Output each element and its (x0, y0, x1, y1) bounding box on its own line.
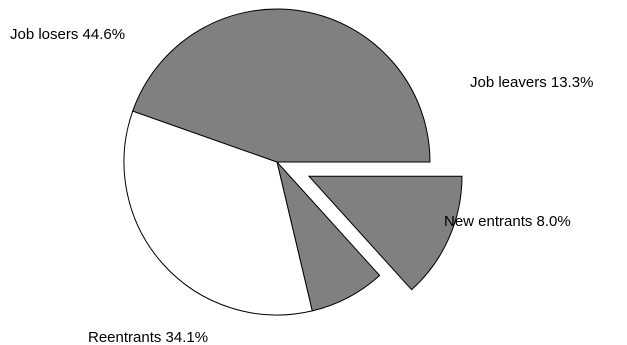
slice-reentrants (123, 110, 313, 316)
slice-job-losers (132, 8, 431, 163)
slices-group (123, 8, 463, 316)
labels-group: Job leavers 13.3% New entrants 8.0% Reen… (10, 26, 593, 345)
label-reentrants: Reentrants 34.1% (88, 329, 208, 345)
slice-job-leavers (307, 175, 463, 291)
label-job-losers: Job losers 44.6% (10, 26, 125, 43)
label-new-entrants: New entrants 8.0% (444, 213, 571, 230)
label-job-leavers: Job leavers 13.3% (470, 74, 593, 91)
